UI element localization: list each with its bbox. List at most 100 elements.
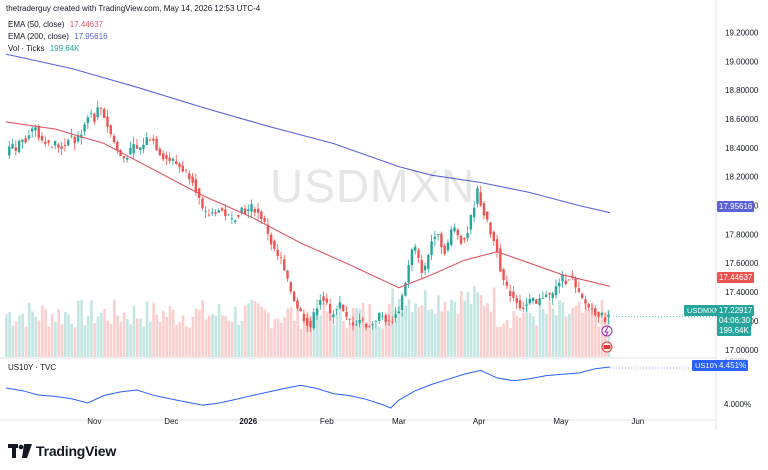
- volume-bar: [286, 308, 290, 357]
- volume-bar: [545, 314, 548, 357]
- candle-body: [30, 128, 34, 132]
- candle-body: [175, 161, 178, 164]
- legend-volume-label: Vol · Ticks: [8, 44, 45, 53]
- volume-bar: [584, 299, 588, 357]
- volume-bar: [384, 312, 388, 357]
- candle-body: [558, 282, 561, 287]
- volume-bar: [577, 301, 581, 357]
- candle-body: [508, 291, 512, 296]
- volume-bar: [437, 295, 440, 357]
- volume-bar: [230, 321, 234, 357]
- volume-bar: [149, 321, 152, 357]
- candle-body: [109, 125, 112, 135]
- time-tick-label: 2026: [239, 417, 257, 426]
- candle-body: [492, 231, 495, 241]
- candle-body: [158, 148, 162, 156]
- volume-bar: [247, 303, 250, 357]
- legend-volume[interactable]: Vol · Ticks 199.64K: [8, 44, 80, 53]
- volume-bar: [240, 320, 244, 357]
- legend-ema200[interactable]: EMA (200, close) 17.95616: [8, 32, 108, 41]
- volume-bar: [129, 324, 133, 357]
- volume-bar: [126, 319, 129, 357]
- candle-body: [499, 248, 502, 272]
- lightning-event-icon[interactable]: [601, 325, 613, 337]
- volume-bar: [83, 325, 87, 357]
- volume-bar: [293, 320, 296, 357]
- us10y-tick-label: 4.000%: [724, 400, 751, 409]
- candle-body: [34, 127, 37, 131]
- candle-body: [603, 317, 607, 322]
- volume-bar: [135, 318, 139, 357]
- candle-body: [60, 146, 63, 149]
- candle-body: [269, 234, 273, 245]
- tradingview-logo[interactable]: TradingView: [8, 440, 116, 462]
- volume-bar: [201, 300, 205, 357]
- volume-bar: [279, 322, 283, 357]
- volume-bar: [243, 306, 247, 357]
- volume-bar: [355, 308, 358, 357]
- candle-body: [312, 312, 315, 329]
- volume-bar: [532, 316, 535, 357]
- volume-bar: [316, 299, 319, 357]
- volume-bar: [404, 305, 407, 357]
- volume-bar: [361, 302, 365, 357]
- candle-body: [73, 136, 76, 144]
- candle-body: [400, 295, 404, 311]
- time-tick-label: Dec: [164, 417, 178, 426]
- volume-bar: [466, 291, 470, 357]
- volume-bar: [181, 315, 185, 357]
- volume-bar: [600, 299, 604, 357]
- candle-body: [338, 302, 342, 309]
- ema200-line: [5, 53, 611, 214]
- candle-body: [125, 158, 129, 160]
- volume-bar: [512, 310, 516, 357]
- candle-body: [394, 314, 397, 318]
- volume-bar: [388, 304, 391, 357]
- candle-body: [328, 303, 332, 314]
- volume-bar: [486, 303, 489, 357]
- candle-body: [96, 107, 99, 118]
- volume-bar: [479, 294, 483, 357]
- volume-bar: [257, 303, 260, 357]
- candle-body: [8, 146, 11, 156]
- countdown-tag: 04:06:30: [717, 315, 753, 326]
- price-tick-label: 19.00000: [725, 57, 759, 66]
- volume-bar: [188, 327, 191, 357]
- candle-body: [466, 233, 469, 239]
- volume-bar: [332, 325, 335, 357]
- volume-bar: [80, 299, 83, 357]
- candle-body: [122, 156, 126, 159]
- candle-body: [518, 300, 522, 309]
- candle-body: [240, 207, 243, 213]
- volume-bar: [158, 321, 162, 357]
- candle-body: [351, 322, 355, 326]
- candle-body: [512, 291, 515, 298]
- volume-bar: [551, 308, 555, 357]
- volume-bar: [5, 314, 8, 357]
- ema200-price-tag: 17.95616: [717, 201, 755, 212]
- sub-pane-legend[interactable]: US10Y · TVC: [8, 363, 56, 372]
- candle-body: [152, 138, 155, 141]
- volume-bar: [276, 318, 280, 357]
- candle-body: [355, 324, 358, 326]
- volume-bar: [27, 302, 31, 357]
- volume-bar: [96, 316, 100, 357]
- volume-bar: [374, 327, 378, 357]
- volume-bar: [162, 310, 165, 357]
- candle-body: [266, 224, 270, 234]
- legend-ema50[interactable]: EMA (50, close) 17.44637: [8, 20, 103, 29]
- volume-bar: [443, 301, 447, 357]
- volume-bar: [492, 287, 496, 357]
- volume-bar: [109, 323, 113, 357]
- candle-body: [24, 138, 27, 143]
- candle-body: [495, 239, 499, 252]
- candle-body: [204, 211, 207, 213]
- attribution-text: thetraderguy created with TradingView.co…: [6, 4, 261, 13]
- candle-body: [476, 188, 479, 204]
- volume-bar: [365, 322, 368, 357]
- candle-body: [145, 137, 148, 146]
- candle-body: [309, 320, 312, 328]
- candle-body: [345, 311, 348, 317]
